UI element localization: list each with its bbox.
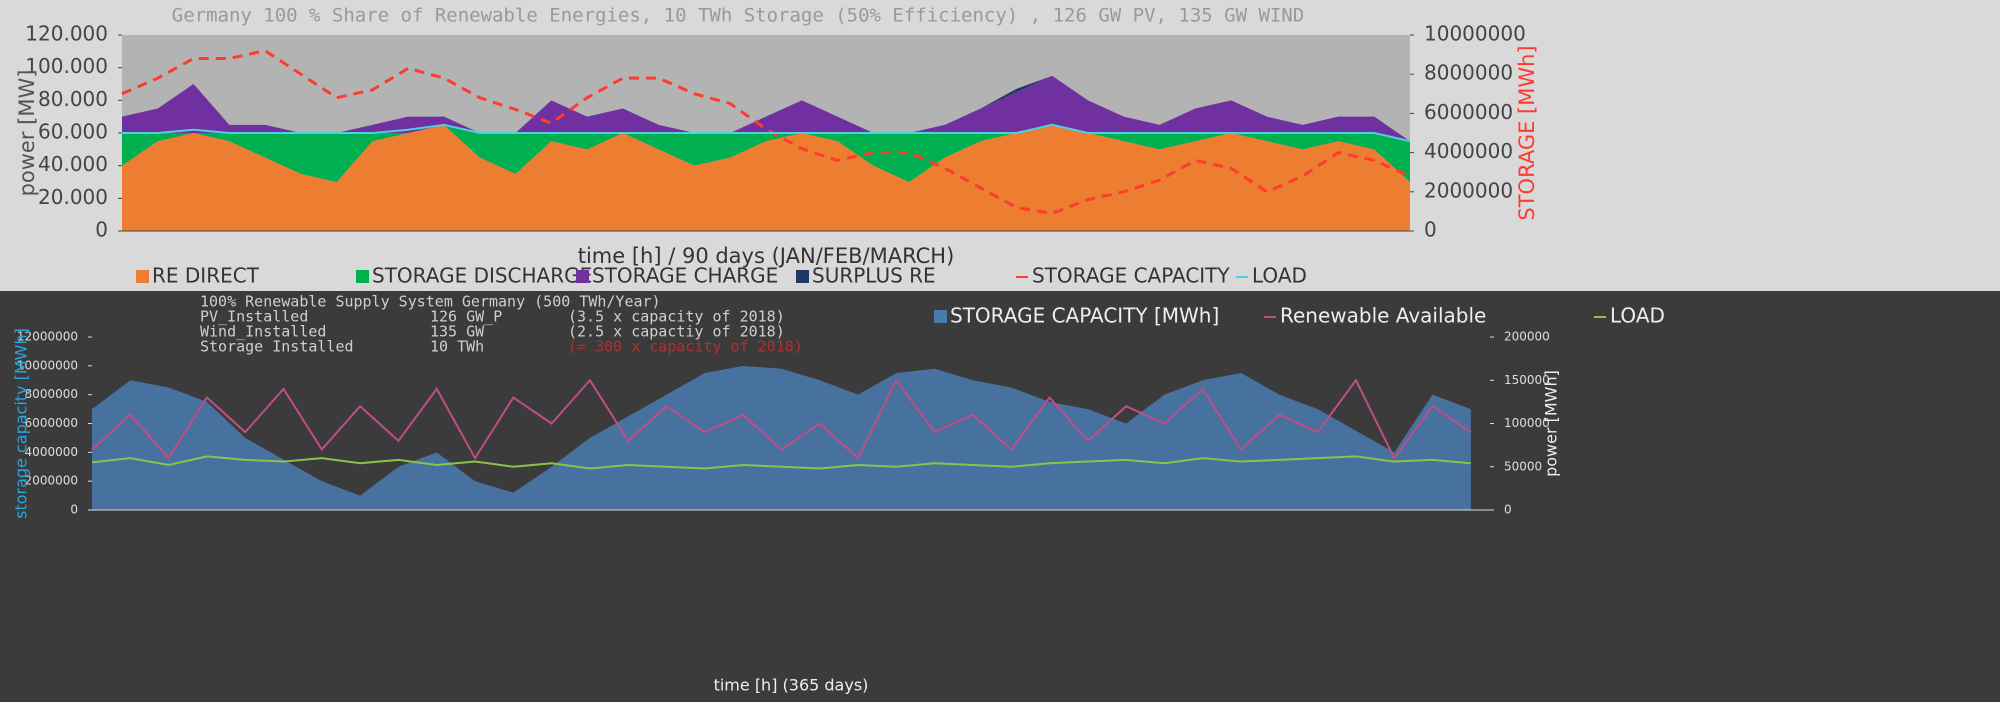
annotation: Storage Installed — [200, 338, 354, 356]
x-axis-label: time [h] / 90 days (JAN/FEB/MARCH) — [578, 244, 955, 268]
legend-label: RE DIRECT — [152, 264, 260, 288]
y2-tick-label: 2000000 — [1424, 178, 1513, 202]
y-tick-label: 0 — [95, 218, 108, 242]
annotation: (= 300 x capacity of 2018) — [568, 338, 803, 356]
y-tick-label: 2000000 — [25, 474, 78, 488]
y2-tick-label: 50000 — [1504, 459, 1542, 473]
annotation: PV_Installed — [200, 308, 308, 326]
legend-label: STORAGE DISCHARGE — [372, 264, 592, 288]
y-tick-label: 8000000 — [25, 387, 78, 401]
y2-tick-label: 10000000 — [1424, 22, 1526, 46]
legend-label: STORAGE CAPACITY [MWh] — [950, 304, 1219, 328]
y2-tick-label: 100000 — [1504, 416, 1550, 430]
area — [122, 124, 1410, 231]
annotation: Wind_Installed — [200, 323, 326, 341]
annotation: (3.5 x capacity of 2018) — [568, 308, 785, 326]
y-axis-label: power [MW] — [15, 70, 39, 197]
annotation: 10 TWh — [430, 338, 484, 356]
legend-swatch — [136, 270, 149, 283]
y-tick-label: 0 — [70, 503, 78, 517]
annotation: 135 GW — [430, 323, 485, 341]
y2-axis-label: power [MWh] — [1542, 370, 1561, 477]
legend-label: LOAD — [1610, 304, 1665, 328]
y-tick-label: 12000000 — [17, 330, 78, 344]
subtitle: 100% Renewable Supply System Germany (50… — [200, 293, 661, 311]
legend-swatch — [576, 270, 589, 283]
y-tick-label: 80.000 — [38, 87, 108, 111]
legend-swatch — [934, 310, 947, 323]
y2-tick-label: 0 — [1424, 218, 1437, 242]
legend-swatch — [796, 270, 809, 283]
line — [91, 455, 1471, 470]
y-tick-label: 100.000 — [25, 54, 108, 78]
annotation: 126 GW_P — [430, 308, 502, 326]
legend-label: STORAGE CHARGE — [592, 264, 778, 288]
y2-tick-label: 6000000 — [1424, 100, 1513, 124]
line — [122, 123, 1411, 143]
y2-tick-label: 8000000 — [1424, 61, 1513, 85]
y-tick-label: 40.000 — [38, 152, 108, 176]
y-tick-label: 6000000 — [25, 416, 78, 430]
y-tick-label: 4000000 — [25, 445, 78, 459]
y-axis-label: storage capacity [MWh] — [12, 328, 31, 519]
annotation: (2.5 x capactiy of 2018) — [568, 323, 785, 341]
y-tick-label: 20.000 — [38, 185, 108, 209]
y-tick-label: 10000000 — [17, 358, 78, 372]
legend-swatch — [356, 270, 369, 283]
area — [92, 365, 1471, 510]
line — [91, 378, 1472, 461]
y2-tick-label: 4000000 — [1424, 139, 1513, 163]
legend-label: SURPLUS RE — [812, 264, 936, 288]
y2-tick-label: 200000 — [1504, 330, 1550, 344]
y2-axis-label: STORAGE [MWh] — [1515, 45, 1539, 220]
y-tick-label: 120.000 — [25, 22, 108, 46]
y-tick-label: 60.000 — [38, 120, 108, 144]
legend-label: Renewable Available — [1280, 304, 1486, 328]
y2-tick-label: 0 — [1504, 503, 1512, 517]
chart-title: Germany 100 % Share of Renewable Energie… — [172, 5, 1304, 27]
y2-tick-label: 150000 — [1504, 373, 1550, 387]
legend-label: LOAD — [1252, 264, 1307, 288]
x-axis-label: time [h] (365 days) — [714, 676, 869, 695]
area — [122, 124, 1410, 182]
legend-label: STORAGE CAPACITY — [1032, 264, 1230, 288]
